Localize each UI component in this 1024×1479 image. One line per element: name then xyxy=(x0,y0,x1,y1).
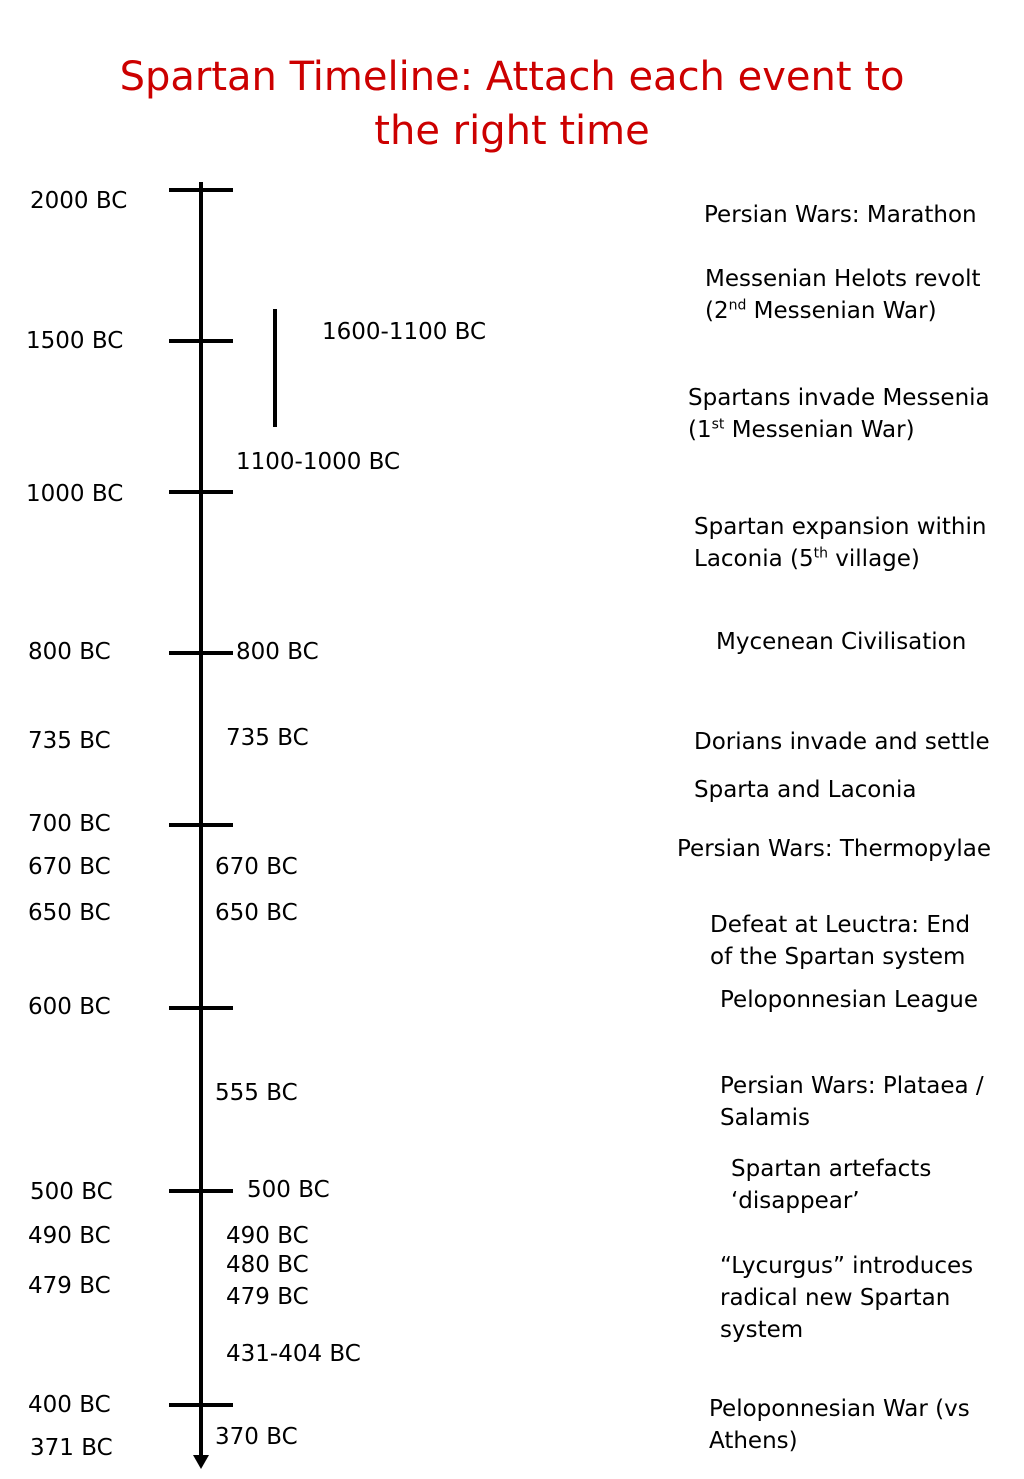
left-date-500: 500 BC xyxy=(30,1179,113,1205)
tick-600 xyxy=(169,1006,233,1010)
event-helots-2b: Messenian War) xyxy=(746,298,937,324)
event-mycenean: Mycenean Civilisation xyxy=(716,629,967,655)
event-peloponnesian-war: Peloponnesian War (vs Athens) xyxy=(709,1393,970,1457)
event-pelwar-line-1: Peloponnesian War (vs xyxy=(709,1396,970,1422)
event-invade-messenia: Spartans invade Messenia (1st Messenian … xyxy=(688,382,990,446)
event-invade-2b: Messenian War) xyxy=(724,417,915,443)
left-date-800: 800 BC xyxy=(28,639,111,665)
event-lycurgus: “Lycurgus” introduces radical new Sparta… xyxy=(720,1250,973,1346)
timeline-arrow-down-icon xyxy=(193,1455,209,1469)
event-leuctra-line-2: of the Spartan system xyxy=(710,944,966,970)
event-lycurgus-line-1: “Lycurgus” introduces xyxy=(720,1253,974,1279)
event-dorians-line-1: Dorians invade and settle xyxy=(694,729,990,755)
left-date-700: 700 BC xyxy=(28,811,111,837)
event-plataea-line-2: Salamis xyxy=(720,1105,810,1131)
event-expansion-line-1: Spartan expansion within xyxy=(694,514,987,540)
tick-400 xyxy=(169,1403,233,1407)
event-helots-line-1: Messenian Helots revolt xyxy=(705,266,981,292)
event-helots-revolt: Messenian Helots revolt (2nd Messenian W… xyxy=(705,263,980,327)
event-invade-2a: (1 xyxy=(688,417,712,443)
event-expansion-line-2: Laconia (5th village) xyxy=(694,543,986,575)
tick-700 xyxy=(169,823,233,827)
event-expansion-sup: th xyxy=(813,545,828,562)
event-pelwar-line-2: Athens) xyxy=(709,1428,798,1454)
event-spartan-expansion: Spartan expansion within Laconia (5th vi… xyxy=(694,511,986,575)
mid-date-490: 490 BC xyxy=(226,1223,309,1249)
tick-2000 xyxy=(169,188,233,192)
left-date-1000: 1000 BC xyxy=(26,481,124,507)
left-date-600: 600 BC xyxy=(28,994,111,1020)
left-date-400: 400 BC xyxy=(28,1392,111,1418)
event-plataea-line-1: Persian Wars: Plataea / xyxy=(720,1073,984,1099)
left-date-670: 670 BC xyxy=(28,854,111,880)
title-line-2: the right time xyxy=(374,108,650,154)
event-plataea-salamis: Persian Wars: Plataea / Salamis xyxy=(720,1070,984,1134)
event-artefacts-line-1: Spartan artefacts xyxy=(731,1156,932,1182)
event-artefacts: Spartan artefacts ‘disappear’ xyxy=(731,1153,931,1217)
left-date-1500: 1500 BC xyxy=(26,328,124,354)
event-artefacts-line-2: ‘disappear’ xyxy=(731,1188,860,1214)
tick-1500 xyxy=(169,339,233,343)
title-line-1: Spartan Timeline: Attach each event to xyxy=(119,54,905,100)
left-date-490: 490 BC xyxy=(28,1223,111,1249)
event-invade-line-2: (1st Messenian War) xyxy=(688,414,990,446)
event-lycurgus-line-2: radical new Spartan xyxy=(720,1285,951,1311)
event-leuctra-line-1: Defeat at Leuctra: End xyxy=(710,912,971,938)
mid-date-670: 670 BC xyxy=(215,854,298,880)
event-expansion-2b: village) xyxy=(827,546,920,572)
event-dorians-line-2: Sparta and Laconia xyxy=(694,777,917,803)
event-helots-sup: nd xyxy=(728,297,747,314)
event-expansion-2a: Laconia (5 xyxy=(694,546,814,572)
left-date-371: 371 BC xyxy=(30,1435,113,1461)
mid-date-431-404: 431-404 BC xyxy=(226,1341,361,1367)
tick-500 xyxy=(169,1189,233,1193)
mid-date-650: 650 BC xyxy=(215,900,298,926)
mid-date-1100-1000: 1100-1000 BC xyxy=(236,449,401,475)
left-date-2000: 2000 BC xyxy=(30,188,128,214)
event-leuctra: Defeat at Leuctra: End of the Spartan sy… xyxy=(710,909,970,973)
mid-date-500: 500 BC xyxy=(247,1177,330,1203)
page-title: Spartan Timeline: Attach each event to t… xyxy=(0,50,1024,158)
mid-date-735: 735 BC xyxy=(226,725,309,751)
mid-date-555: 555 BC xyxy=(215,1080,298,1106)
tick-800 xyxy=(169,651,233,655)
mid-date-1600-1100: 1600-1100 BC xyxy=(322,319,487,345)
mid-date-479: 479 BC xyxy=(226,1284,309,1310)
mid-date-480: 480 BC xyxy=(226,1252,309,1278)
event-helots-2a: (2 xyxy=(705,298,729,324)
event-lycurgus-line-3: system xyxy=(720,1317,804,1343)
event-invade-sup: st xyxy=(711,416,725,433)
range-bar xyxy=(273,309,277,427)
event-marathon: Persian Wars: Marathon xyxy=(704,202,977,228)
left-date-479: 479 BC xyxy=(28,1273,111,1299)
mid-date-370: 370 BC xyxy=(215,1424,298,1450)
event-helots-line-2: (2nd Messenian War) xyxy=(705,295,980,327)
event-thermopylae: Persian Wars: Thermopylae xyxy=(677,836,992,862)
tick-1000 xyxy=(169,490,233,494)
event-peloponnesian-league: Peloponnesian League xyxy=(720,987,978,1013)
mid-date-800: 800 BC xyxy=(236,639,319,665)
event-invade-line-1: Spartans invade Messenia xyxy=(688,385,990,411)
timeline-axis xyxy=(199,182,203,1460)
left-date-735: 735 BC xyxy=(28,728,111,754)
left-date-650: 650 BC xyxy=(28,900,111,926)
